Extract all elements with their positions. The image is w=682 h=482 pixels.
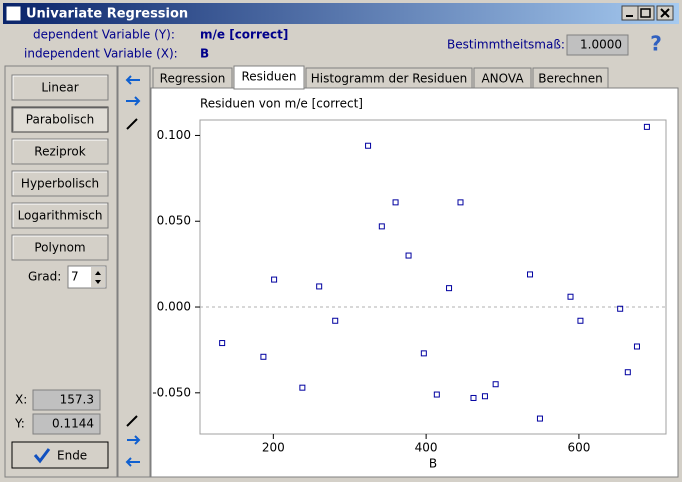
button-bevel (12, 203, 107, 227)
data-point (420, 350, 427, 357)
model-button[interactable] (11, 106, 109, 133)
tab[interactable] (473, 67, 532, 89)
y-tick-label: 0.100 (157, 128, 191, 142)
model-button-label[interactable]: Hyperbolisch (21, 177, 99, 191)
data-point (457, 199, 464, 206)
tab-label[interactable]: Residuen (242, 70, 297, 84)
model-button[interactable] (11, 170, 109, 197)
data-point (316, 283, 323, 290)
data-point (492, 381, 499, 388)
chart-title: Residuen von m/e [correct] (200, 97, 363, 111)
indep-value: B (200, 47, 209, 61)
title-bar (3, 3, 679, 24)
data-point (433, 391, 440, 398)
model-button-label[interactable]: Parabolisch (26, 113, 94, 127)
data-point (378, 223, 385, 230)
spin-arrows[interactable] (95, 271, 101, 284)
x-tick-label: 200 (262, 441, 285, 455)
data-point (219, 340, 226, 347)
x-value: 157.3 (60, 393, 94, 407)
r2-value: 1.0000 (580, 38, 622, 52)
indep-label: independent Variable (X): (24, 47, 178, 61)
window-title: Univariate Regression (26, 7, 188, 22)
model-button-label[interactable]: Linear (41, 81, 78, 95)
model-button-label[interactable]: Polynom (34, 241, 85, 255)
plot-area (199, 119, 667, 435)
ende-label[interactable]: Ende (57, 449, 87, 463)
tab[interactable] (532, 67, 609, 89)
button-bevel (12, 235, 107, 259)
y-box (32, 413, 101, 435)
tab[interactable] (233, 65, 305, 90)
dep-label: dependent Variable (Y): (33, 28, 175, 42)
r2-label: Bestimmtheitsmaß: (447, 38, 565, 52)
tab-label[interactable]: Berechnen (538, 72, 602, 86)
data-point (624, 369, 631, 376)
y-tick-label: 0.000 (157, 300, 191, 314)
data-point (260, 353, 267, 360)
left-panel (4, 65, 118, 478)
x-tick-label: 600 (567, 441, 590, 455)
x-box (32, 389, 101, 411)
tab-label[interactable]: Histogramm der Residuen (311, 72, 467, 86)
x-tick-label: 400 (415, 441, 438, 455)
y-label: Y: (14, 417, 25, 431)
model-button[interactable] (11, 74, 109, 101)
dep-value: m/e [correct] (200, 28, 288, 42)
x-axis-label: B (429, 457, 437, 471)
tab-label[interactable]: ANOVA (481, 72, 524, 86)
grad-label: Grad: (28, 270, 61, 284)
y-tick-label: 0.050 (157, 214, 191, 228)
data-point (470, 394, 477, 401)
data-point (365, 142, 372, 149)
data-point (527, 271, 534, 278)
tab[interactable] (152, 67, 233, 89)
data-point (617, 305, 624, 312)
data-point (405, 252, 412, 259)
data-point (536, 415, 543, 422)
model-button[interactable] (11, 138, 109, 165)
model-button-label[interactable]: Reziprok (34, 145, 85, 159)
y-tick-label: -0.050 (152, 385, 191, 399)
data-point (271, 276, 278, 283)
data-point (577, 317, 584, 324)
model-button-label[interactable]: Logarithmisch (18, 209, 103, 223)
model-button[interactable] (11, 202, 109, 229)
data-point (299, 384, 306, 391)
tab-label[interactable]: Regression (160, 72, 226, 86)
model-button[interactable] (11, 234, 109, 261)
spin-buttons[interactable] (91, 267, 105, 287)
data-point (332, 317, 339, 324)
data-point (446, 285, 453, 292)
tab[interactable] (305, 67, 473, 89)
data-point (481, 393, 488, 400)
data-point (643, 123, 650, 130)
data-point (633, 343, 640, 350)
x-label: X: (15, 393, 27, 407)
window-controls[interactable] (621, 5, 674, 21)
data-point (567, 293, 574, 300)
tool-strip (117, 65, 151, 478)
tool-icons[interactable] (125, 75, 141, 467)
help-icon[interactable]: ? (650, 32, 662, 56)
data-point (392, 199, 399, 206)
app-icon (5, 5, 22, 22)
grad-value[interactable]: 7 (71, 270, 79, 284)
button-bevel (12, 107, 107, 131)
ende-button[interactable] (11, 441, 109, 469)
button-bevel (12, 139, 107, 163)
button-bevel (12, 171, 107, 195)
y-value: 0.1144 (52, 417, 94, 431)
check-icon (33, 448, 51, 464)
button-bevel (12, 75, 107, 99)
r2-box (566, 34, 629, 56)
